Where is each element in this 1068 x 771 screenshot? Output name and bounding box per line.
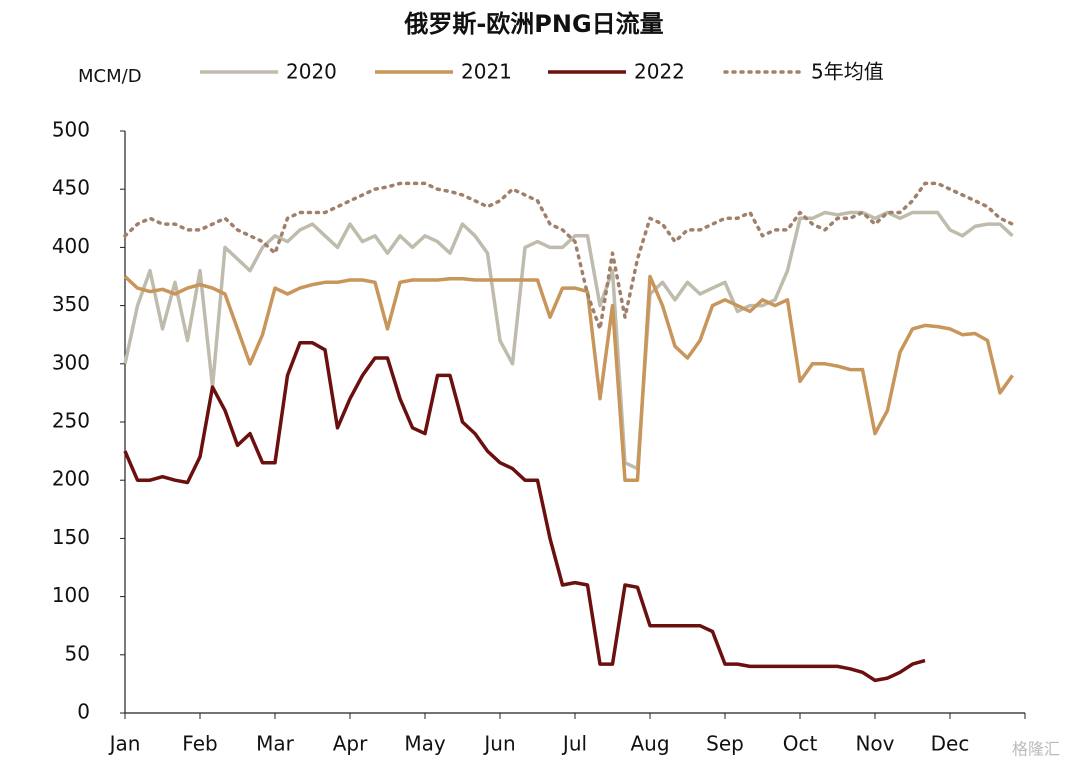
x-tick-label: Sep: [706, 732, 744, 756]
legend-label: 2021: [461, 60, 512, 84]
x-tick-label: Jun: [482, 732, 515, 756]
y-tick-label: 300: [52, 350, 90, 374]
y-tick-label: 200: [52, 467, 90, 491]
y-tick-label: 50: [65, 641, 90, 665]
y-tick-label: 500: [52, 118, 90, 142]
legend-label: 2022: [634, 60, 685, 84]
x-tick-label: May: [404, 732, 446, 756]
x-tick-label: Feb: [182, 732, 217, 756]
x-tick-label: Dec: [931, 732, 970, 756]
x-tick-label: Mar: [256, 732, 295, 756]
watermark: 格隆汇: [1012, 740, 1060, 759]
y-tick-label: 0: [77, 700, 90, 724]
y-tick-label: 350: [52, 292, 90, 316]
legend-label: 2020: [286, 60, 337, 84]
y-tick-label: 150: [52, 525, 90, 549]
x-tick-label: Apr: [333, 732, 368, 756]
series-line: [123, 274, 1014, 482]
y-tick-label: 450: [52, 176, 90, 200]
x-tick-label: Aug: [630, 732, 669, 756]
y-axis-label: MCM/D: [78, 66, 142, 87]
x-tick-label: Jul: [561, 732, 587, 756]
x-tick-label: Jan: [108, 732, 141, 756]
x-tick-label: Oct: [783, 732, 818, 756]
y-tick-label: 400: [52, 234, 90, 258]
y-tick-label: 250: [52, 409, 90, 433]
series-line: [123, 181, 1015, 331]
series-line: [123, 210, 1014, 471]
chart-title: 俄罗斯-欧洲PNG日流量: [403, 10, 663, 38]
series-line: [123, 341, 926, 683]
y-tick-label: 100: [52, 583, 90, 607]
legend-label: 5年均值: [811, 60, 884, 84]
x-tick-label: Nov: [855, 732, 894, 756]
